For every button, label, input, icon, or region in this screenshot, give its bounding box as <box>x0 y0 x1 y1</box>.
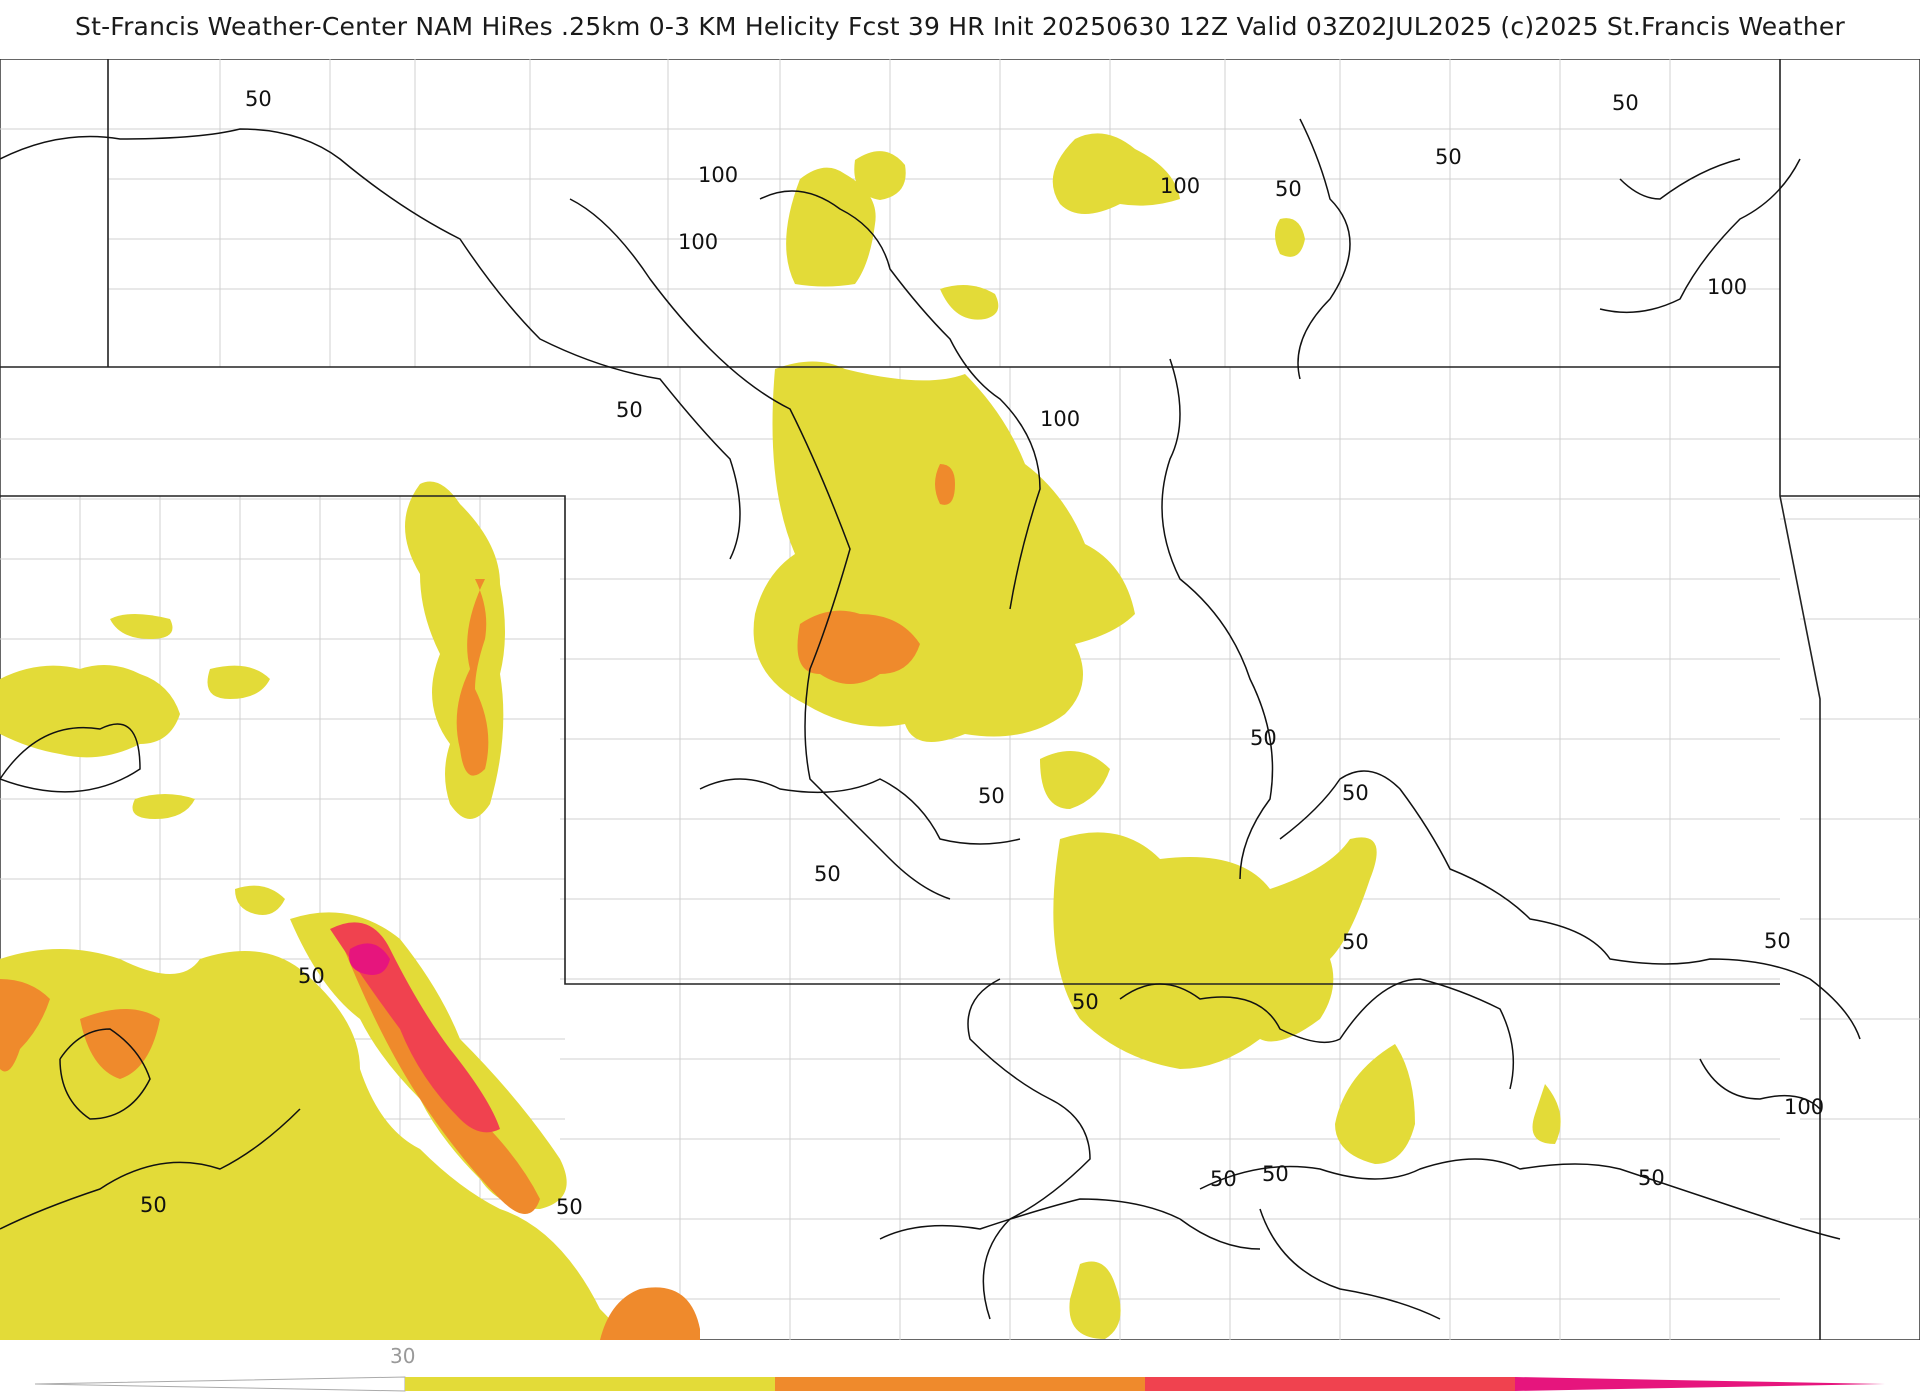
colorbar-tick-label: 30 <box>390 1344 416 1368</box>
contour-label: 50 <box>1072 990 1099 1014</box>
contour-label: 100 <box>698 163 738 187</box>
colorbar <box>34 1376 1885 1392</box>
contour-label: 50 <box>1262 1162 1289 1186</box>
contour-label: 50 <box>1275 177 1302 201</box>
contour-label: 50 <box>1342 781 1369 805</box>
colorbar-segment-30 <box>405 1377 775 1391</box>
contour-label: 50 <box>245 87 272 111</box>
contour-label: 50 <box>616 398 643 422</box>
map-title: St-Francis Weather-Center NAM HiRes .25k… <box>75 12 1845 41</box>
contour-label: 50 <box>978 784 1005 808</box>
contour-label: 50 <box>1764 929 1791 953</box>
contour-lines <box>0 118 1861 1320</box>
contour-label: 100 <box>1040 407 1080 431</box>
contour-label: 100 <box>1784 1095 1824 1119</box>
contour-label: 50 <box>1435 145 1462 169</box>
contour-labels: 50 100 100 100 50 50 50 100 100 50 50 50… <box>140 87 1824 1219</box>
colorbar-segment-60 <box>775 1377 1145 1391</box>
contour-label: 50 <box>1250 726 1277 750</box>
helicity-map: 50 100 100 100 50 50 50 100 100 50 50 50… <box>0 59 1920 1340</box>
colorbar-left-triangle <box>34 1376 406 1392</box>
contour-label: 50 <box>556 1195 583 1219</box>
contour-label: 50 <box>140 1193 167 1217</box>
contour-label: 100 <box>678 230 718 254</box>
contour-label: 50 <box>298 964 325 988</box>
helicity-fill-30 <box>0 133 1561 1340</box>
contour-label: 100 <box>1707 275 1747 299</box>
contour-label: 50 <box>1342 930 1369 954</box>
state-boundaries <box>0 59 1920 1340</box>
helicity-fill-120 <box>349 943 390 975</box>
contour-label: 50 <box>1210 1167 1237 1191</box>
colorbar-segment-90 <box>1145 1377 1515 1391</box>
contour-label: 50 <box>814 862 841 886</box>
contour-label: 100 <box>1160 174 1200 198</box>
contour-label: 50 <box>1612 91 1639 115</box>
contour-label: 50 <box>1638 1166 1665 1190</box>
colorbar-segment-120 <box>1515 1377 1885 1391</box>
